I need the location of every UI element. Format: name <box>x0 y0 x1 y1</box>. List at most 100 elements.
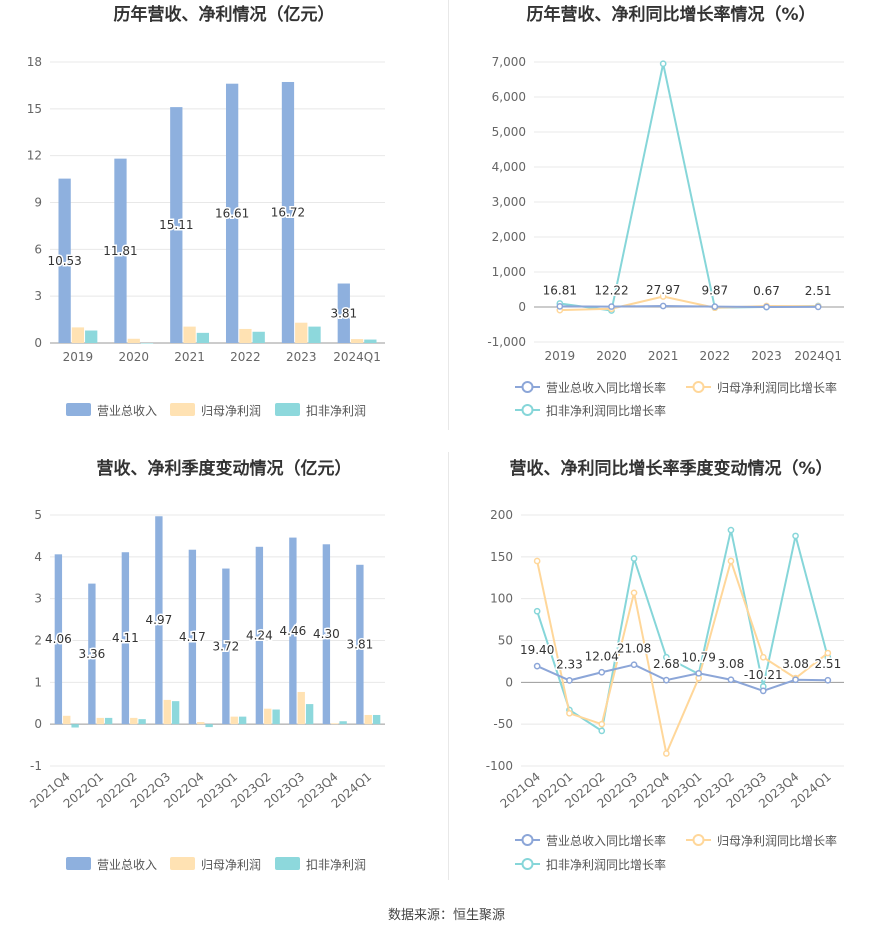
data-label: 3.81 <box>330 306 357 320</box>
bar <box>163 699 171 725</box>
bar <box>225 83 239 343</box>
data-label: 3.81 <box>347 637 374 651</box>
bar <box>289 537 297 725</box>
y-tick-label: 9 <box>34 196 42 210</box>
data-label: 11.81 <box>103 244 137 258</box>
data-label: 0.67 <box>753 284 780 298</box>
legend-label: 营业总收入 <box>97 858 157 872</box>
data-point <box>630 589 638 597</box>
bar <box>121 552 130 725</box>
data-label: 9.87 <box>701 284 728 298</box>
data-label: 2.51 <box>814 657 841 671</box>
vertical-divider <box>448 0 449 430</box>
data-point <box>659 293 667 300</box>
series-line <box>559 295 819 312</box>
bar <box>196 332 210 343</box>
data-label: 3.72 <box>213 639 240 653</box>
legend-swatch <box>170 857 195 870</box>
data-label: 12.04 <box>585 649 619 663</box>
bar <box>155 516 163 725</box>
data-point <box>533 662 541 670</box>
data-label: 4.11 <box>112 631 139 645</box>
y-tick-label: 5,000 <box>492 125 526 139</box>
data-point <box>663 676 670 684</box>
legend-label: 归母净利润 <box>201 858 261 872</box>
bar <box>205 724 213 728</box>
data-point <box>695 669 702 677</box>
source-note: 数据来源：恒生聚源 <box>387 908 505 923</box>
legend-swatch-marker <box>692 834 705 846</box>
data-label: 16.81 <box>543 283 577 297</box>
bar <box>188 549 197 725</box>
bar <box>63 715 71 725</box>
data-point <box>630 555 638 562</box>
data-label: 4.46 <box>280 624 307 638</box>
x-tick-label: 2023 <box>751 349 782 363</box>
legend-label: 营业总收入同比增长率 <box>546 833 666 848</box>
y-tick-label: -1 <box>30 759 42 773</box>
bar <box>140 343 154 344</box>
bar <box>297 691 305 725</box>
data-label: 4.30 <box>313 627 340 641</box>
x-tick-label: 2020 <box>118 350 149 364</box>
data-label: 4.06 <box>45 632 72 646</box>
data-point <box>556 303 564 310</box>
bar <box>264 708 272 725</box>
legend-label: 扣非净利润同比增长率 <box>546 857 666 872</box>
legend-swatch-marker <box>521 858 534 870</box>
y-tick-label: 4,000 <box>492 160 526 174</box>
y-tick-label: -1,000 <box>487 335 526 349</box>
data-point <box>814 303 822 311</box>
bar <box>364 339 377 343</box>
data-point <box>533 607 541 615</box>
bar <box>114 158 127 343</box>
y-tick-label: 1,000 <box>492 265 526 279</box>
x-tick-label: 2022 <box>230 350 261 364</box>
bar <box>85 330 98 343</box>
bar <box>252 331 265 343</box>
series-line <box>536 663 828 692</box>
y-tick-label: 18 <box>27 55 42 69</box>
data-point <box>598 727 606 735</box>
bar <box>222 568 230 725</box>
data-point <box>763 303 770 311</box>
bar <box>295 322 308 343</box>
y-tick-label: 6 <box>34 242 42 256</box>
chart-title: 营收、净利季度变动情况（亿元） <box>97 458 352 479</box>
legend-swatch-marker <box>692 381 705 393</box>
y-tick-label: 0 <box>34 336 42 350</box>
bar <box>127 338 140 343</box>
data-label: 16.61 <box>215 206 249 220</box>
quarterly-revenue-profit-chart: 营收、净利季度变动情况（亿元）-10123452021Q42022Q12022Q… <box>27 458 385 872</box>
data-point <box>759 687 767 695</box>
y-tick-label: 2,000 <box>492 230 526 244</box>
data-point <box>727 676 735 684</box>
data-label: 2.51 <box>805 284 832 298</box>
bar <box>170 107 183 343</box>
bar <box>171 701 180 725</box>
bar <box>96 717 104 725</box>
legend-label: 扣非净利润同比增长率 <box>546 403 666 418</box>
data-label: 16.72 <box>271 205 305 219</box>
y-tick-label: 0 <box>518 300 526 314</box>
bar <box>238 716 247 725</box>
annual-growth-rate-chart: 历年营收、净利同比增长率情况（%） -1,000 0 1,000 2,000 3,000 4… <box>487 4 844 418</box>
data-label: 3.08 <box>782 657 809 671</box>
data-label: 10.53 <box>47 254 81 268</box>
chart-title: 历年营收、净利情况（亿元） <box>114 4 335 25</box>
series-line <box>536 557 829 757</box>
bar <box>272 709 280 725</box>
legend-swatch <box>170 403 195 416</box>
y-tick-label: 150 <box>490 550 513 564</box>
bar <box>322 544 331 725</box>
bar <box>104 717 113 725</box>
data-point <box>792 676 799 684</box>
y-tick-label: 200 <box>490 508 513 522</box>
legend-swatch <box>66 403 91 416</box>
data-label: 10.79 <box>681 650 715 664</box>
data-point <box>659 302 667 310</box>
bar <box>71 724 79 728</box>
series-line <box>536 529 829 733</box>
quarterly-growth-rate-chart: 营收、净利同比增长率季度变动情况（%）-100-5005010015020020… <box>486 458 844 872</box>
y-tick-label: 3 <box>34 592 42 606</box>
